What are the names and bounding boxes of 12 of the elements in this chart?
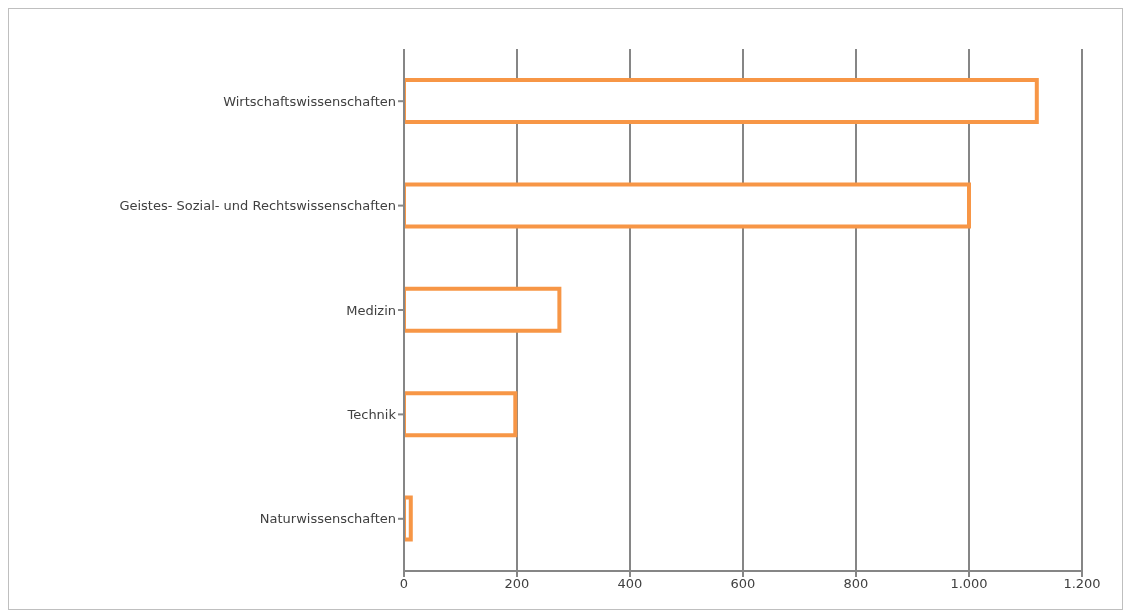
y-tick-label: Medizin xyxy=(346,302,396,318)
y-tick-label: Technik xyxy=(346,407,397,423)
y-tick-label: Naturwissenschaften xyxy=(259,511,396,527)
y-tick-label: Wirtschaftswissenschaften xyxy=(223,93,396,109)
x-tick-label: 600 xyxy=(730,576,756,592)
x-tick-label: 0 xyxy=(399,576,409,592)
x-tick-label: 800 xyxy=(843,576,869,592)
x-tick-label: 400 xyxy=(617,576,643,592)
y-tick-label: Geistes- Sozial- und Rechtswissenschaften xyxy=(119,198,396,214)
x-tick-label: 1.000 xyxy=(950,576,988,592)
x-tick-label: 1.200 xyxy=(1063,576,1101,592)
x-tick-label: 200 xyxy=(504,576,530,592)
